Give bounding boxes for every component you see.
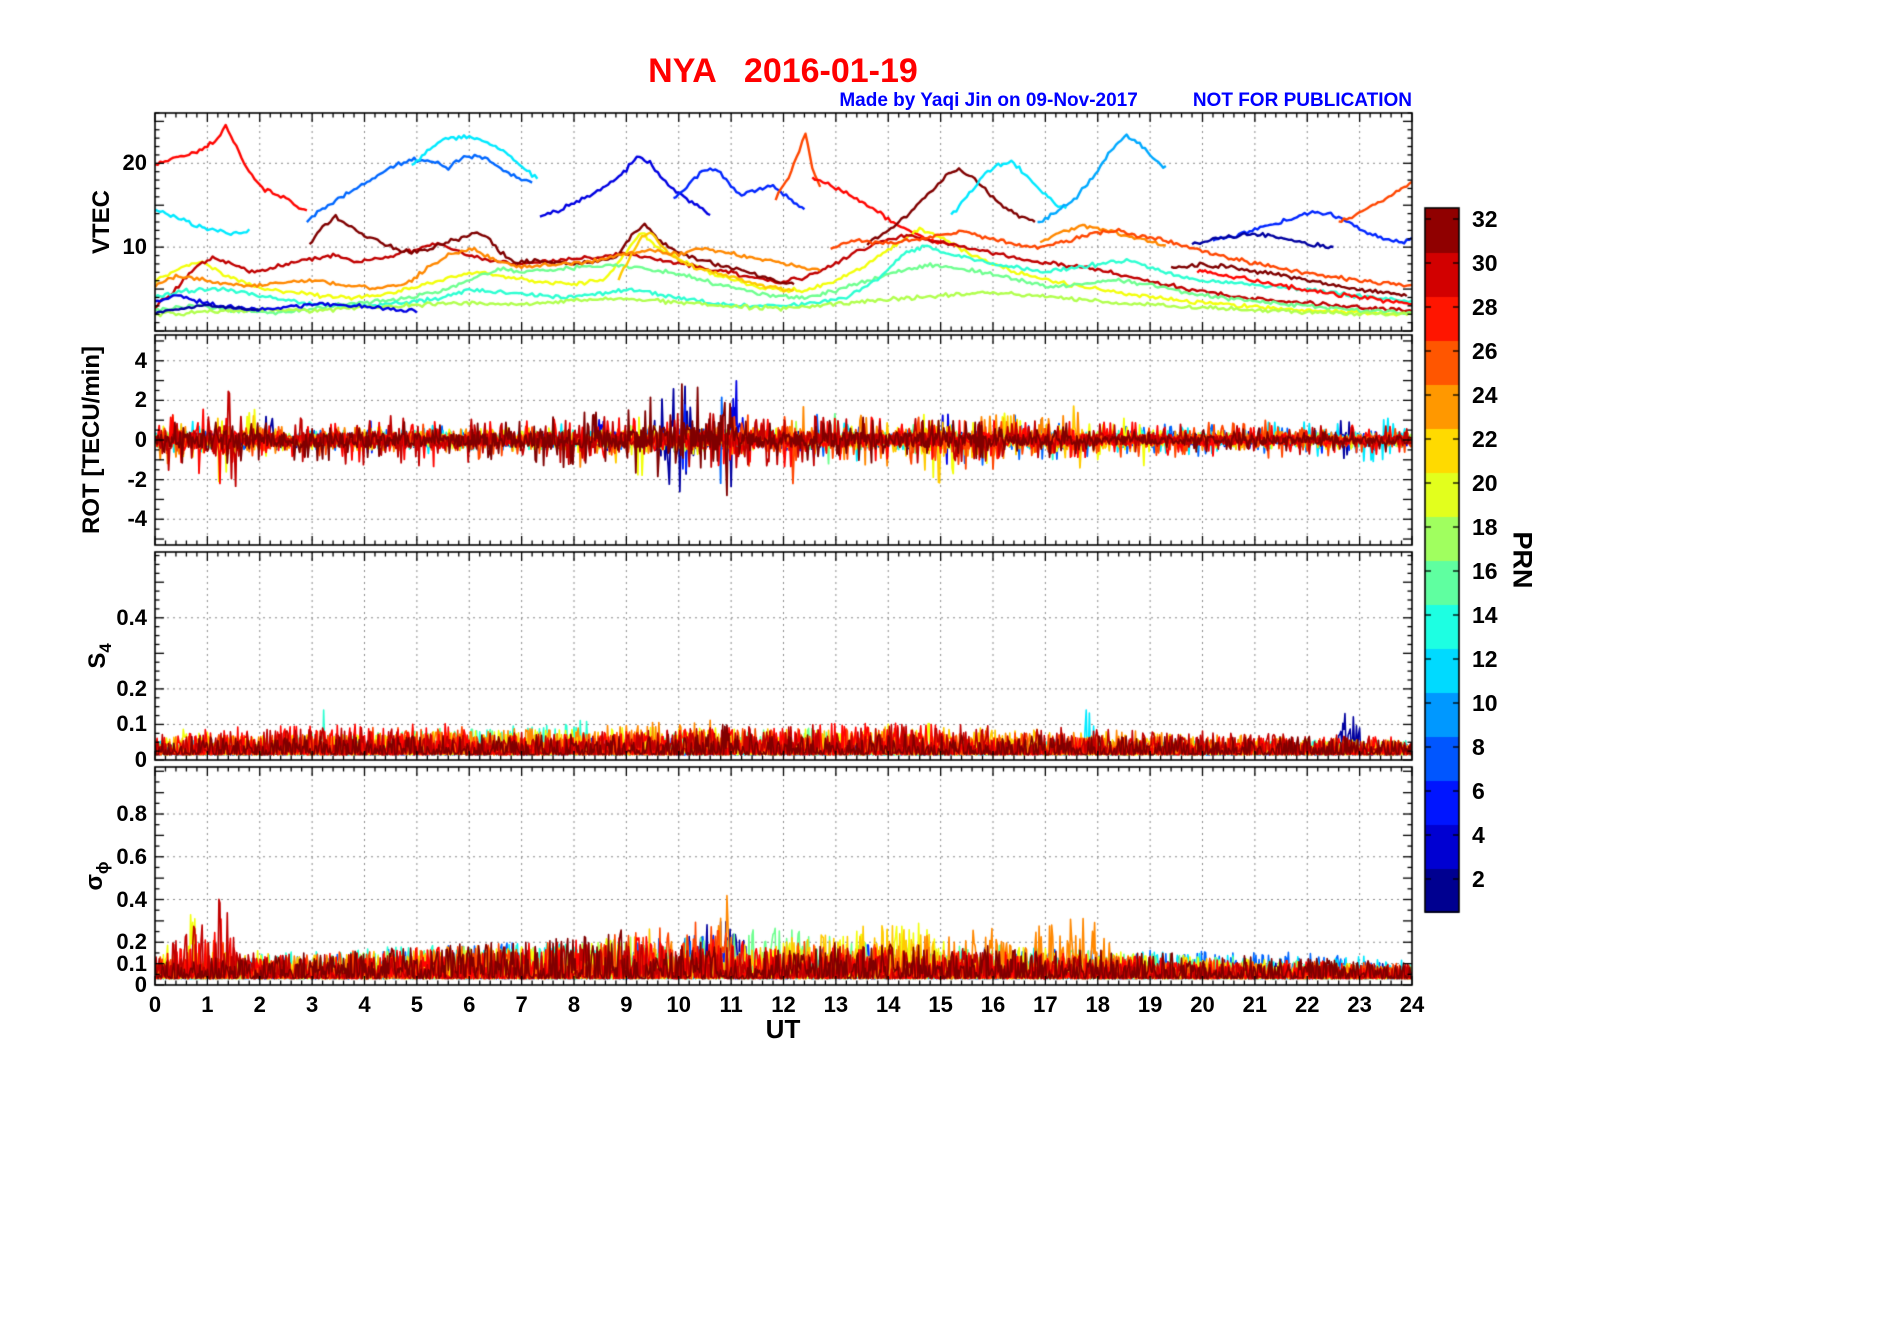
colorbar-tick-label: 12 — [1472, 646, 1498, 672]
colorbar-tick-label: 6 — [1472, 778, 1485, 804]
x-tick-label: 21 — [1242, 992, 1268, 1017]
colorbar-tick-label: 20 — [1472, 470, 1498, 496]
x-tick-label: 15 — [928, 992, 953, 1017]
x-tick-label: 5 — [410, 992, 423, 1017]
x-tick-label: 16 — [980, 992, 1006, 1017]
x-tick-label: 0 — [148, 992, 162, 1017]
x-tick-label: 24 — [1399, 992, 1425, 1017]
x-tick-label: 14 — [876, 992, 901, 1017]
x-tick-label: 4 — [358, 992, 371, 1017]
y-tick-label: 0 — [134, 972, 147, 997]
x-tick-label: 13 — [823, 992, 849, 1017]
colorbar-tick-label: 22 — [1472, 426, 1498, 452]
x-tick-label: 7 — [515, 992, 528, 1017]
colorbar-tick-label: 14 — [1472, 602, 1498, 628]
publication-notice: NOT FOR PUBLICATION — [1192, 90, 1412, 111]
colorbar-tick-label: 16 — [1472, 558, 1498, 584]
s4-axis-label-main: S — [84, 652, 112, 669]
s4-axis-label-sub: 4 — [95, 643, 115, 653]
y-tick-label: 4 — [134, 347, 147, 373]
credit-line: Made by Yaqi Jin on 09-Nov-2017 NOT FOR P… — [839, 90, 1412, 112]
y-tick-label: 10 — [122, 234, 147, 260]
colorbar-tick-label: 10 — [1472, 690, 1498, 716]
y-tick-label: 0.1 — [116, 950, 147, 976]
y-tick-label: 2 — [134, 387, 147, 413]
y-tick-label: 0.4 — [116, 886, 147, 912]
colorbar-tick-label: 32 — [1472, 206, 1498, 232]
chart-title: NYA 2016-01-19 — [648, 52, 918, 90]
x-tick-label: 20 — [1190, 992, 1215, 1017]
colorbar-tick-label: 24 — [1472, 382, 1498, 408]
y-tick-label: 0 — [134, 747, 147, 772]
colorbar-tick-label: 4 — [1472, 822, 1485, 848]
colorbar-tick-label: 8 — [1472, 734, 1485, 760]
y-tick-label: 0.8 — [116, 801, 147, 827]
x-tick-label: 12 — [771, 992, 796, 1017]
y-tick-label: -4 — [127, 506, 147, 532]
x-tick-label: 17 — [1033, 992, 1058, 1017]
colorbar-tick-label: 30 — [1472, 250, 1498, 276]
y-tick-label: 20 — [122, 150, 147, 176]
x-tick-label: 22 — [1295, 992, 1320, 1017]
x-tick-label: 3 — [306, 992, 319, 1017]
x-tick-label: 18 — [1085, 992, 1110, 1017]
colorbar-tick-label: 2 — [1472, 866, 1485, 892]
x-tick-label: 1 — [201, 992, 214, 1017]
x-tick-label: 10 — [666, 992, 691, 1017]
y-tick-label: 0.2 — [116, 929, 147, 955]
x-axis-label: UT — [765, 1014, 801, 1044]
x-tick-label: 9 — [620, 992, 633, 1017]
x-tick-label: 19 — [1137, 992, 1163, 1017]
colorbar-tick-label: 18 — [1472, 514, 1498, 540]
credit-text: Made by Yaqi Jin on 09-Nov-2017 — [839, 90, 1138, 111]
y-tick-label: 0 — [134, 427, 147, 452]
x-tick-label: 8 — [567, 992, 581, 1017]
s4-axis-label: S4 — [84, 643, 116, 668]
x-tick-label: 11 — [719, 992, 743, 1017]
y-tick-label: 0.2 — [116, 675, 147, 701]
colorbar-tick-label: 26 — [1472, 338, 1498, 364]
y-tick-label: 0.4 — [116, 604, 147, 630]
y-tick-label: 0.6 — [116, 843, 147, 869]
x-tick-label: 23 — [1347, 992, 1372, 1017]
y-tick-label: 0.1 — [116, 711, 147, 737]
x-tick-label: 6 — [463, 992, 476, 1017]
colorbar-tick-label: 28 — [1472, 294, 1498, 320]
x-tick-label: 2 — [253, 992, 266, 1017]
y-tick-label: -2 — [127, 466, 147, 492]
